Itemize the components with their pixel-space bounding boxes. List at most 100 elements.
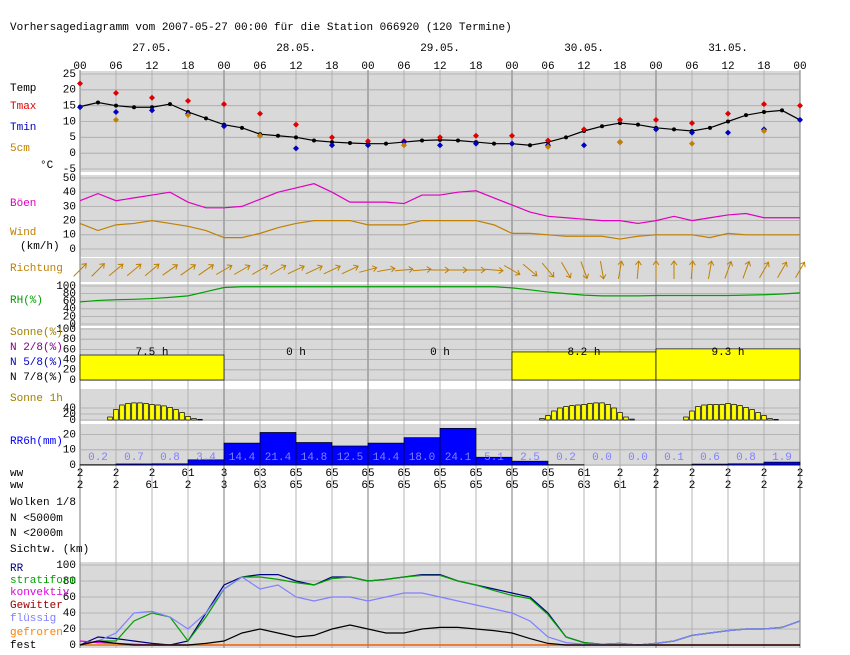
weather-code: 3 bbox=[221, 468, 228, 480]
bar bbox=[581, 404, 587, 421]
weather-code: 65 bbox=[541, 468, 554, 480]
data-point bbox=[149, 94, 155, 101]
bar bbox=[725, 403, 731, 421]
bar bbox=[695, 406, 701, 421]
weather-code: 2 bbox=[725, 468, 732, 480]
unit-label: °C bbox=[40, 160, 54, 172]
bar-label: 7.5 h bbox=[135, 347, 168, 359]
bar bbox=[707, 404, 713, 421]
weather-code: 2 bbox=[725, 480, 732, 492]
data-point bbox=[113, 109, 119, 115]
weather-code: 65 bbox=[541, 480, 554, 492]
data-point bbox=[437, 142, 443, 149]
data-point bbox=[636, 122, 640, 127]
wind-arrow bbox=[91, 263, 105, 277]
data-point bbox=[473, 140, 479, 147]
y-tick-label: 50 bbox=[63, 173, 76, 185]
legend-label: N 7/8(%) bbox=[10, 372, 63, 384]
value-label: 14.4 bbox=[229, 452, 256, 464]
weather-code: 2 bbox=[797, 480, 804, 492]
data-point bbox=[437, 134, 443, 141]
value-label: 14.8 bbox=[301, 452, 327, 464]
x-tick-label: 00 bbox=[793, 61, 806, 73]
y-tick-label: 25 bbox=[63, 69, 76, 81]
weather-code: 2 bbox=[689, 468, 696, 480]
chart-title: Vorhersagediagramm vom 2007-05-27 00:00 … bbox=[10, 22, 512, 34]
bar bbox=[743, 407, 749, 421]
data-point bbox=[672, 127, 676, 132]
data-point bbox=[365, 138, 371, 145]
bar bbox=[611, 407, 617, 421]
data-point bbox=[600, 124, 604, 129]
bar bbox=[731, 404, 737, 421]
series-label: Wind bbox=[10, 227, 36, 239]
y-tick-label: 20 bbox=[63, 216, 76, 228]
weather-code: 3 bbox=[221, 480, 228, 492]
series-label: Böen bbox=[10, 198, 36, 210]
wind-arrow bbox=[522, 263, 538, 277]
bar bbox=[749, 409, 755, 421]
y-tick-label: 60 bbox=[63, 592, 76, 604]
weather-code: 2 bbox=[653, 480, 660, 492]
y-tick-label: 10 bbox=[63, 116, 76, 128]
x-tick-label: 12 bbox=[289, 61, 302, 73]
data-point bbox=[545, 143, 551, 150]
wind-arrow bbox=[541, 262, 555, 278]
data-point bbox=[150, 105, 154, 110]
data-point bbox=[653, 116, 659, 123]
series-label: Gewitter bbox=[10, 600, 63, 612]
y-tick-label: 15 bbox=[63, 101, 76, 113]
wind-arrow bbox=[377, 265, 396, 273]
y-tick-label: 10 bbox=[63, 230, 76, 242]
data-point bbox=[618, 121, 622, 126]
weather-code: 2 bbox=[149, 468, 156, 480]
bar bbox=[151, 463, 189, 466]
weather-code: 65 bbox=[469, 468, 482, 480]
series-label: Tmin bbox=[10, 122, 36, 134]
data-point bbox=[257, 132, 263, 139]
y-tick-label: 20 bbox=[63, 311, 76, 323]
value-label: 0.0 bbox=[592, 452, 612, 464]
bar bbox=[701, 404, 707, 421]
weather-code: 2 bbox=[617, 468, 624, 480]
bar bbox=[557, 407, 563, 421]
bar bbox=[79, 354, 225, 381]
wind-arrow bbox=[412, 266, 432, 273]
bar bbox=[197, 419, 203, 421]
bar-label: 0 h bbox=[430, 347, 450, 359]
data-point bbox=[509, 140, 515, 147]
value-label: 0.6 bbox=[700, 452, 720, 464]
series-label: flüssig bbox=[10, 613, 56, 625]
series-line bbox=[79, 219, 800, 240]
x-tick-label: 00 bbox=[649, 61, 662, 73]
data-point bbox=[401, 142, 407, 149]
weather-code: 2 bbox=[113, 468, 120, 480]
wind-arrow bbox=[359, 265, 378, 273]
series-label: RR6h(mm) bbox=[10, 436, 63, 448]
data-point bbox=[528, 143, 532, 148]
bar bbox=[575, 404, 581, 421]
weather-code: 2 bbox=[77, 468, 84, 480]
x-tick-label: 12 bbox=[145, 61, 158, 73]
bar bbox=[623, 416, 629, 421]
row-label: N <5000m bbox=[10, 513, 63, 525]
bar bbox=[173, 409, 179, 421]
series-label: stratiform bbox=[10, 575, 76, 587]
weather-code: 65 bbox=[361, 480, 374, 492]
bar bbox=[191, 418, 197, 421]
data-point bbox=[653, 126, 659, 133]
value-label: 0.7 bbox=[124, 452, 144, 464]
y-tick-label: 0 bbox=[69, 319, 76, 331]
weather-code: 65 bbox=[433, 480, 446, 492]
series-label: Richtung bbox=[10, 263, 63, 275]
weather-code: 61 bbox=[145, 480, 159, 492]
value-label: 2.5 bbox=[520, 452, 540, 464]
weather-code: 65 bbox=[433, 468, 446, 480]
bar bbox=[629, 418, 635, 421]
series-line bbox=[79, 286, 801, 303]
data-point bbox=[221, 123, 227, 130]
data-point bbox=[96, 100, 100, 105]
weather-code: 65 bbox=[397, 468, 410, 480]
data-point bbox=[221, 101, 227, 108]
x-tick-label: 18 bbox=[325, 61, 338, 73]
